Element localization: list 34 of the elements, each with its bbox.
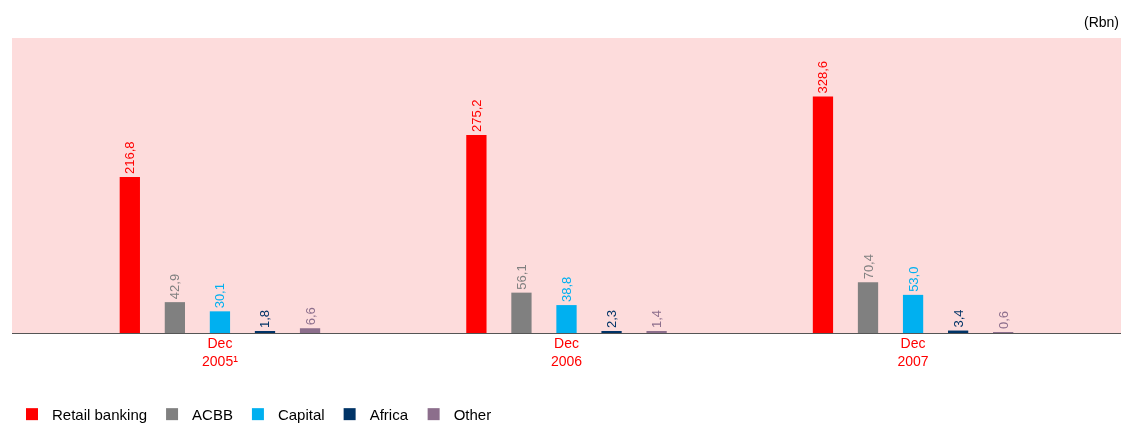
bar (164, 302, 186, 333)
x-tick-label: Dec 2005¹ (202, 335, 239, 370)
data-label: 3,4 (950, 309, 966, 328)
data-label: 30,1 (212, 283, 228, 309)
data-label: 1,4 (649, 309, 665, 328)
data-label: 216,8 (122, 141, 138, 175)
bar (466, 134, 487, 333)
bar (299, 328, 321, 333)
legend-label: Capital (277, 406, 325, 423)
bar (511, 292, 532, 333)
data-label: 42,9 (167, 273, 183, 300)
bar (902, 294, 924, 333)
data-label: 328,6 (815, 61, 831, 94)
data-label: 0,6 (995, 310, 1011, 329)
data-label: 275,2 (468, 99, 484, 132)
bar (556, 305, 577, 333)
data-label: 53,0 (905, 266, 921, 292)
bar (209, 311, 231, 333)
legend-label: Africa (369, 406, 409, 423)
x-tick-label: Dec 2006 (550, 335, 583, 370)
data-label: 6,6 (302, 307, 318, 326)
data-label: 1,8 (257, 309, 273, 328)
bar (812, 96, 834, 333)
bar (119, 177, 140, 333)
data-label: 2,3 (604, 309, 620, 328)
legend-label: Other (453, 406, 492, 423)
legend-label: Retail banking (52, 406, 148, 423)
data-label: 38,8 (559, 276, 574, 303)
text: (Rbn) (1084, 14, 1120, 30)
data-label: 56,1 (513, 264, 529, 290)
bar (857, 282, 879, 333)
data-label: 70,4 (860, 254, 876, 280)
legend-label: ACBB (192, 406, 233, 423)
x-tick-label: Dec 2007 (897, 335, 929, 370)
